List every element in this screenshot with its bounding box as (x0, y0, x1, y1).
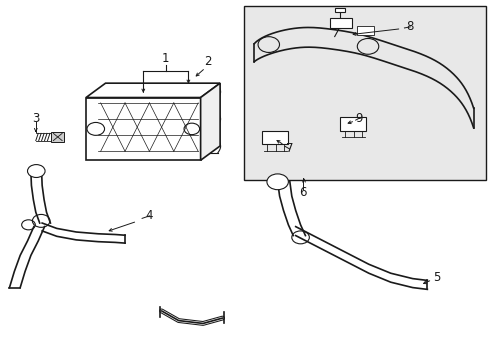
Bar (261, 131, 288, 144)
Bar (334, 8, 345, 12)
Bar (86, 98, 200, 160)
Circle shape (266, 174, 288, 190)
Text: 7: 7 (285, 142, 292, 155)
Bar (339, 117, 366, 131)
Text: 2: 2 (204, 55, 211, 68)
Text: 5: 5 (432, 271, 440, 284)
Text: 4: 4 (145, 210, 153, 222)
Text: 6: 6 (299, 186, 306, 199)
Text: 3: 3 (32, 112, 40, 125)
Polygon shape (86, 83, 220, 98)
Text: 9: 9 (355, 112, 362, 125)
Bar (244, 6, 485, 180)
Bar (356, 26, 374, 35)
Circle shape (27, 165, 45, 177)
Text: 8: 8 (406, 21, 413, 33)
Polygon shape (200, 83, 220, 160)
Polygon shape (51, 132, 64, 142)
Text: 1: 1 (162, 51, 169, 64)
Bar (329, 18, 351, 28)
